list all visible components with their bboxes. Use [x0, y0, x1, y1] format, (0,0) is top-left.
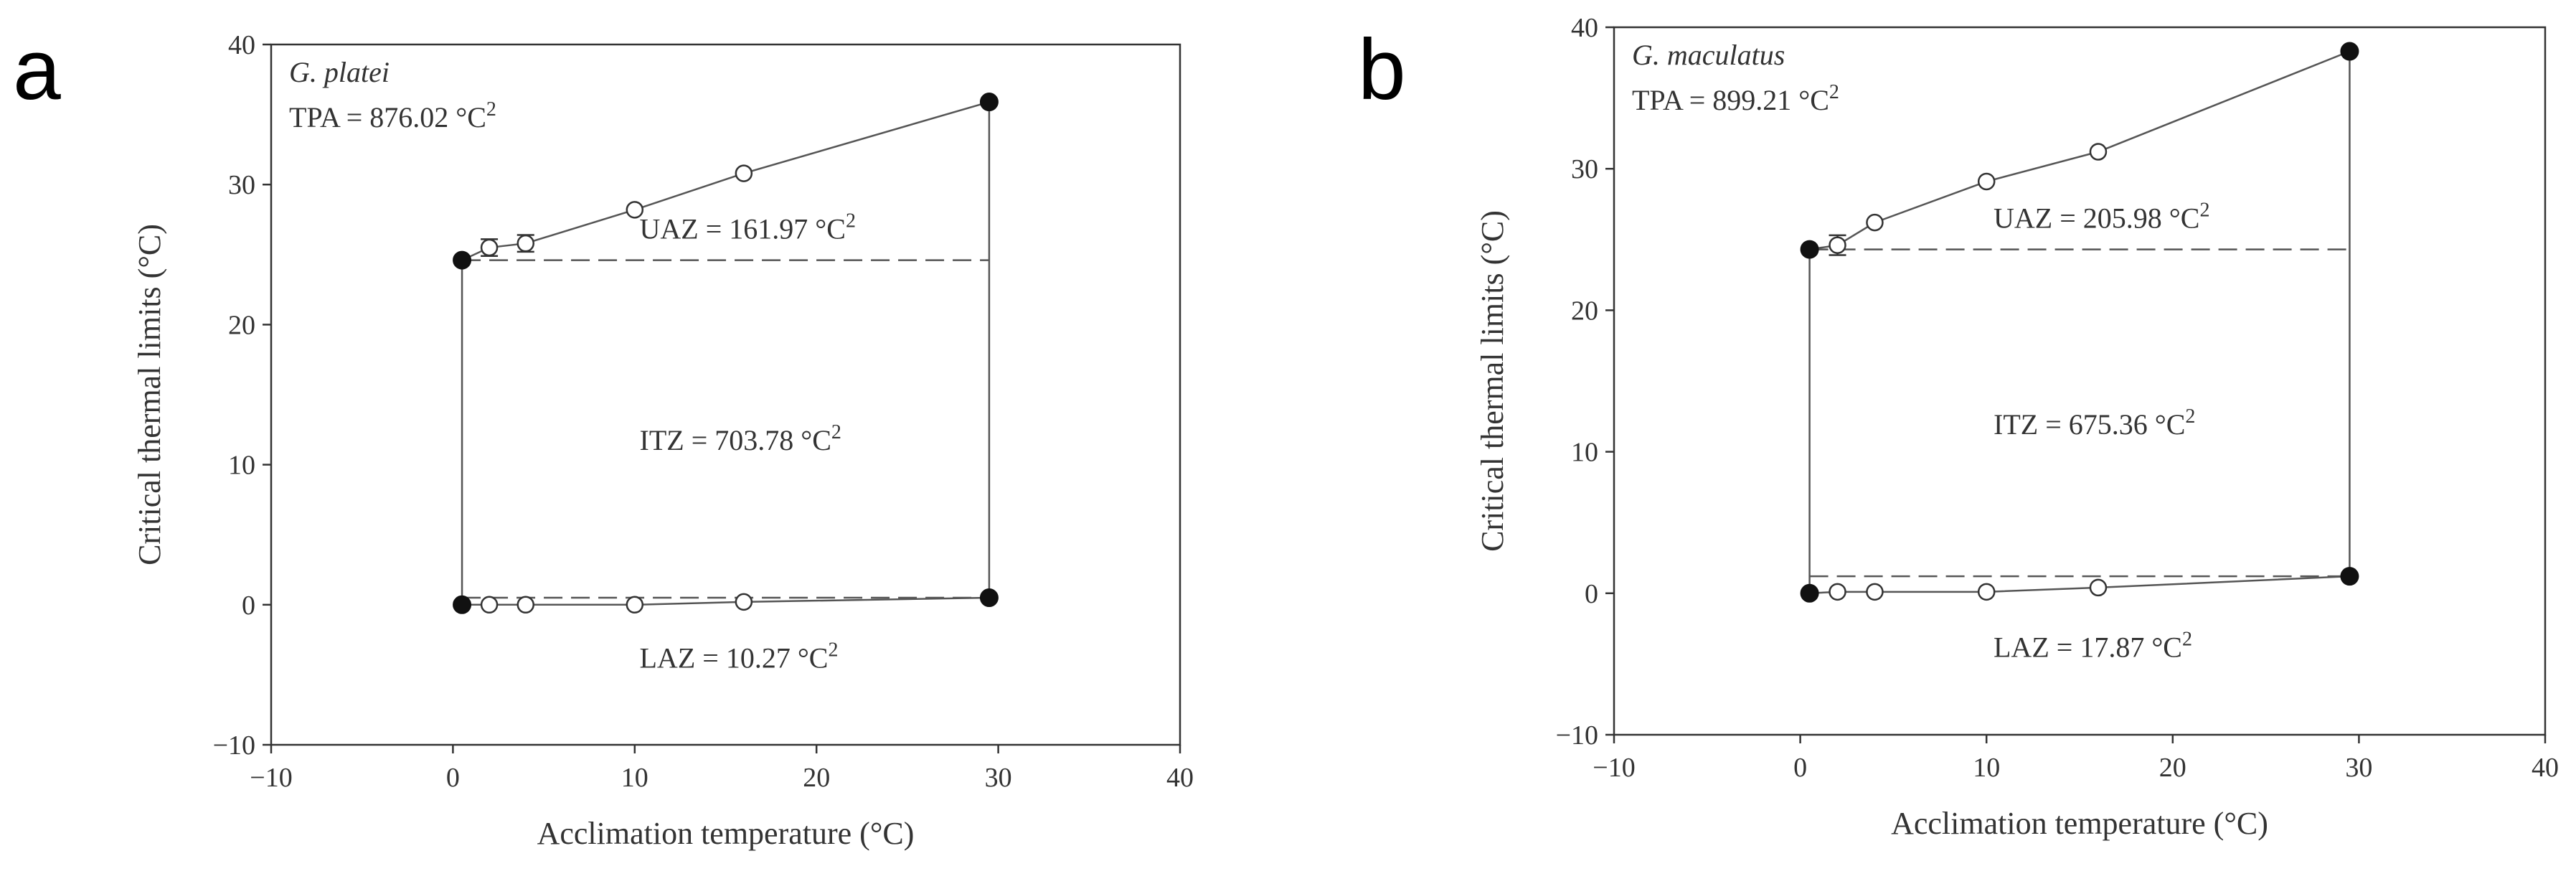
- x-tick-label: −10: [250, 763, 292, 793]
- plot-frame: [1613, 26, 2547, 736]
- laz-annotation: LAZ = 10.27 °C2: [640, 639, 839, 674]
- x-tick-label: 0: [1793, 753, 1807, 783]
- data-point-filled: [1800, 583, 1819, 603]
- y-tick-label: 10: [228, 451, 255, 481]
- data-point-open: [2089, 578, 2108, 597]
- data-point-filled: [453, 595, 472, 614]
- ctmin-series-line: [1809, 575, 2350, 595]
- plot-frame: [270, 43, 1181, 746]
- x-tick-label: 20: [803, 763, 830, 793]
- y-tick-label: −10: [1556, 720, 1598, 751]
- data-point-filled: [979, 588, 999, 608]
- data-point-open: [1829, 236, 1846, 254]
- panel-letter: b: [1358, 22, 1406, 118]
- y-tick-label: 30: [228, 170, 255, 200]
- y-axis-title: Critical thermal limits (°C): [1475, 210, 1510, 552]
- itz-annotation: ITZ = 675.36 °C2: [1994, 405, 2195, 441]
- itz-annotation: ITZ = 703.78 °C2: [640, 421, 841, 456]
- y-axis-title: Critical thermal limits (°C): [132, 224, 167, 565]
- data-point-filled: [2340, 42, 2359, 61]
- data-point-open: [626, 201, 644, 219]
- data-point-filled: [979, 93, 999, 112]
- data-point-open: [1977, 583, 1996, 601]
- x-axis-title: Acclimation temperature (°C): [1891, 806, 2268, 841]
- x-axis-title: Acclimation temperature (°C): [537, 816, 915, 851]
- species-name: G. maculatus: [1632, 39, 1785, 71]
- data-point-open: [1866, 583, 1884, 601]
- data-point-filled: [453, 250, 472, 270]
- x-tick-label: 40: [1166, 763, 1194, 793]
- y-tick-label: 0: [1585, 579, 1598, 609]
- data-point-open: [480, 596, 499, 614]
- y-tick-label: 0: [242, 591, 255, 621]
- data-point-open: [2089, 143, 2108, 161]
- data-point-open: [1829, 583, 1846, 601]
- y-tick-label: 20: [1571, 296, 1598, 326]
- uaz-annotation: UAZ = 161.97 °C2: [640, 210, 856, 245]
- x-tick-label: −10: [1593, 753, 1635, 783]
- y-tick-label: 10: [1571, 438, 1598, 468]
- x-tick-label: 30: [2345, 753, 2372, 783]
- x-tick-label: 20: [2159, 753, 2186, 783]
- data-point-open: [735, 593, 753, 611]
- tpa-annotation: TPA = 876.02 °C2: [289, 98, 496, 133]
- data-point-filled: [1800, 240, 1819, 259]
- tpa-annotation: TPA = 899.21 °C2: [1632, 81, 1839, 116]
- data-point-open: [1866, 213, 1884, 232]
- x-tick-label: 40: [2532, 753, 2559, 783]
- y-tick-label: 40: [1571, 13, 1598, 43]
- y-tick-label: 40: [228, 30, 255, 60]
- x-tick-label: 0: [446, 763, 460, 793]
- x-tick-label: 10: [621, 763, 648, 793]
- y-tick-label: 30: [1571, 154, 1598, 184]
- data-point-filled: [2340, 567, 2359, 586]
- x-tick-label: 30: [985, 763, 1012, 793]
- y-tick-label: 20: [228, 310, 255, 340]
- data-point-open: [516, 596, 535, 614]
- laz-annotation: LAZ = 17.87 °C2: [1994, 629, 2192, 664]
- panel-letter: a: [13, 22, 61, 118]
- species-name: G. platei: [289, 56, 390, 88]
- x-tick-label: 10: [1973, 753, 2000, 783]
- data-point-open: [1977, 172, 1996, 191]
- data-point-open: [735, 164, 753, 182]
- y-tick-label: −10: [213, 730, 255, 761]
- uaz-annotation: UAZ = 205.98 °C2: [1994, 199, 2209, 235]
- data-point-open: [516, 234, 535, 253]
- data-point-open: [626, 596, 644, 614]
- ctmin-series-line: [462, 596, 989, 606]
- chart-panel-a: a −10 0 10 20 30 40 −10 0 10 20 30 40 Acclimation tem…: [13, 22, 1194, 851]
- data-point-open: [480, 238, 499, 257]
- chart-panel-b: b −10 0 10 20 30 40 −10 0 10 20 30 40 Acclimation tem…: [1358, 13, 2559, 841]
